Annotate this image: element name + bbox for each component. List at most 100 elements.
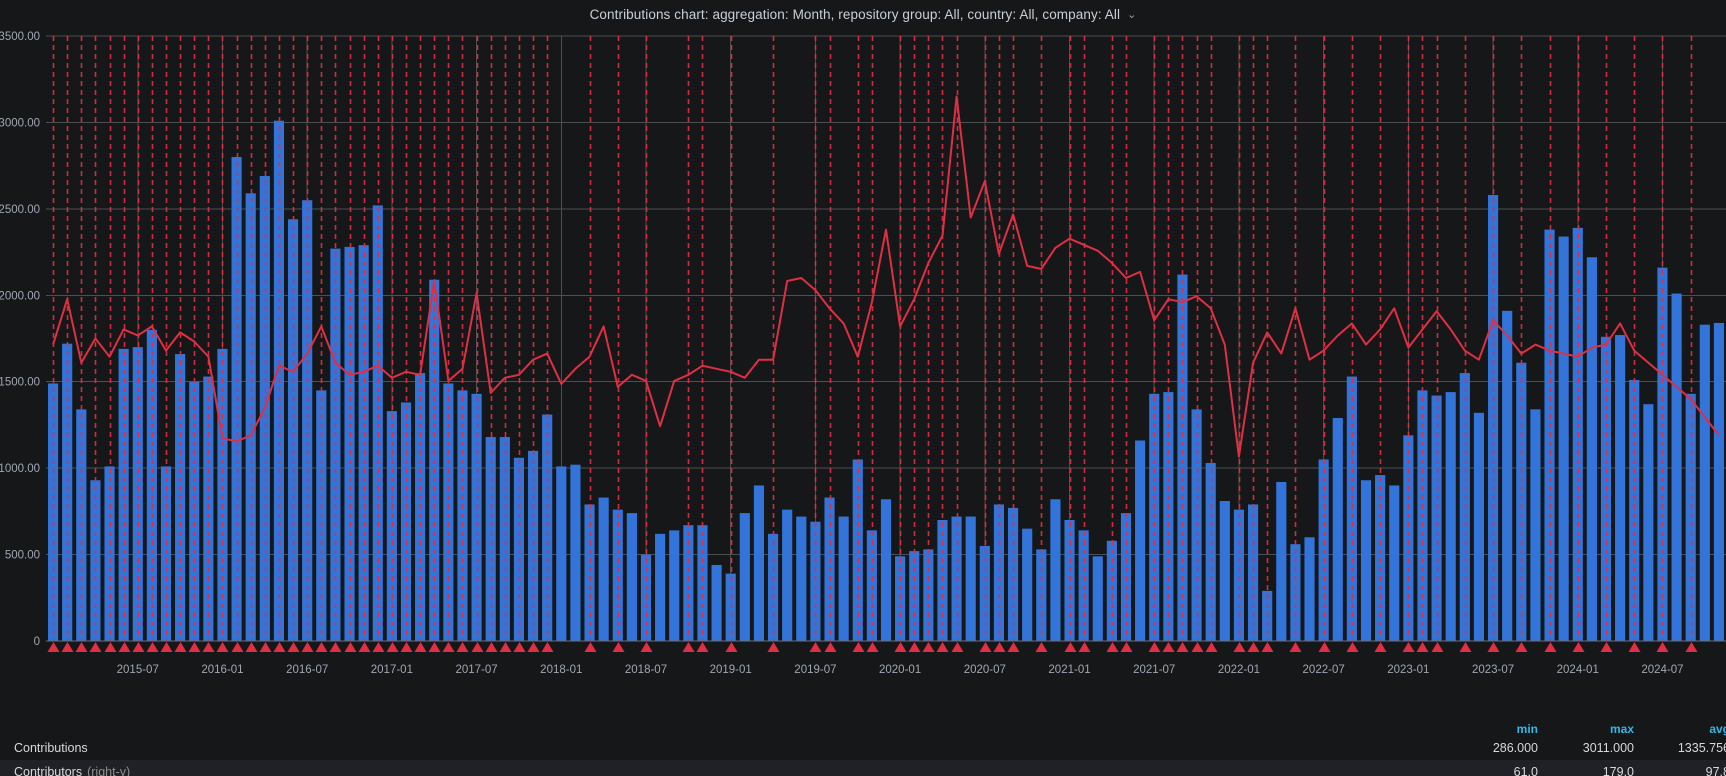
annotation-marker-icon[interactable] [301, 642, 314, 652]
bar[interactable] [1078, 530, 1089, 641]
annotation-marker-icon[interactable] [640, 642, 653, 652]
bar[interactable] [1219, 500, 1230, 641]
bar[interactable] [344, 246, 355, 641]
annotation-marker-icon[interactable] [358, 642, 371, 652]
bar[interactable] [443, 383, 454, 641]
bar[interactable] [1713, 322, 1725, 641]
bar[interactable] [1615, 335, 1626, 641]
annotation-marker-icon[interactable] [442, 642, 455, 652]
bar[interactable] [655, 533, 666, 641]
bar[interactable] [47, 383, 59, 641]
annotation-marker-icon[interactable] [979, 642, 992, 652]
bar[interactable] [104, 466, 115, 641]
bar[interactable] [1516, 362, 1527, 641]
annotation-marker-icon[interactable] [1078, 642, 1091, 652]
contributions-plot-svg[interactable]: 0 500.00 1000.00 1500.00 2000.00 2500.00 3000.… [0, 28, 1726, 718]
bar[interactable] [1191, 409, 1202, 641]
annotation-marker-icon[interactable] [386, 642, 399, 652]
annotation-marker-icon[interactable] [1261, 642, 1274, 652]
annotation-marker-icon[interactable] [1600, 642, 1613, 652]
annotation-marker-icon[interactable] [1035, 642, 1048, 652]
bar[interactable] [287, 219, 299, 641]
bar[interactable] [1431, 395, 1442, 641]
annotation-marker-icon[interactable] [287, 642, 300, 652]
bar[interactable] [1445, 392, 1456, 641]
bar[interactable] [499, 437, 510, 641]
bar[interactable] [1064, 520, 1075, 641]
annotation-marker-icon[interactable] [527, 642, 540, 652]
bar[interactable] [189, 381, 200, 641]
bar[interactable] [1473, 412, 1485, 641]
annotation-marker-icon[interactable] [1346, 642, 1359, 652]
bar[interactable] [1106, 540, 1117, 641]
annotation-marker-icon[interactable] [456, 642, 469, 652]
annotation-marker-icon[interactable] [852, 642, 865, 652]
bar[interactable] [1403, 435, 1414, 641]
annotation-marker-icon[interactable] [1402, 642, 1415, 652]
annotation-marker-icon[interactable] [400, 642, 413, 652]
annotation-marker-icon[interactable] [428, 642, 441, 652]
annotation-marker-icon[interactable] [1176, 642, 1189, 652]
bar[interactable] [584, 504, 595, 641]
annotation-marker-icon[interactable] [584, 642, 597, 652]
bar[interactable] [118, 348, 129, 641]
annotation-marker-icon[interactable] [1064, 642, 1077, 652]
bar[interactable] [132, 347, 143, 641]
bar[interactable] [527, 450, 539, 641]
annotation-marker-icon[interactable] [372, 642, 385, 652]
bar[interactable] [796, 516, 807, 641]
annotation-marker-icon[interactable] [1318, 642, 1331, 652]
annotation-marker-icon[interactable] [245, 642, 258, 652]
annotation-marker-icon[interactable] [329, 642, 342, 652]
annotation-marker-icon[interactable] [1374, 642, 1387, 652]
annotation-marker-icon[interactable] [1247, 642, 1260, 652]
annotation-marker-icon[interactable] [414, 642, 427, 652]
bar[interactable] [810, 521, 821, 641]
bar[interactable] [1022, 528, 1033, 641]
bar[interactable] [1389, 485, 1400, 641]
bar[interactable] [400, 402, 412, 641]
legend-col-min[interactable]: min [1516, 722, 1538, 736]
bar[interactable] [1530, 409, 1541, 641]
annotation-marker-icon[interactable] [118, 642, 131, 652]
bar[interactable] [1318, 459, 1329, 642]
annotation-marker-icon[interactable] [202, 642, 215, 652]
annotation-marker-icon[interactable] [725, 642, 738, 652]
legend-series-label[interactable]: Contributions [14, 741, 88, 755]
bar[interactable] [1643, 404, 1654, 641]
annotation-marker-icon[interactable] [866, 642, 879, 652]
annotation-marker-icon[interactable] [1628, 642, 1641, 652]
bar[interactable] [697, 525, 708, 641]
annotation-marker-icon[interactable] [824, 642, 837, 652]
legend-series-label[interactable]: Contributors [14, 765, 83, 776]
bar[interactable] [711, 564, 722, 641]
bar[interactable] [782, 509, 793, 641]
annotation-marker-icon[interactable] [993, 642, 1006, 652]
annotation-marker-icon[interactable] [75, 642, 88, 652]
annotation-marker-icon[interactable] [696, 642, 709, 652]
annotation-marker-icon[interactable] [767, 642, 780, 652]
annotation-marker-icon[interactable] [513, 642, 526, 652]
bar[interactable] [1671, 293, 1682, 641]
bar[interactable] [471, 393, 482, 641]
annotation-marker-icon[interactable] [951, 642, 964, 652]
chart-plot-area[interactable]: 0 500.00 1000.00 1500.00 2000.00 2500.00 3000.… [0, 28, 1726, 718]
bar[interactable] [231, 157, 242, 641]
annotation-marker-icon[interactable] [1148, 642, 1161, 652]
annotation-marker-icon[interactable] [1289, 642, 1302, 652]
legend-row-contributors[interactable]: Contributors (right-y) 61.0 179.0 97.8 [0, 760, 1726, 776]
panel-title-bar[interactable]: Contributions chart: aggregation: Month,… [590, 7, 1137, 22]
bar[interactable] [1360, 480, 1372, 641]
bar[interactable] [824, 497, 835, 641]
annotation-marker-icon[interactable] [174, 642, 187, 652]
annotation-marker-icon[interactable] [541, 642, 554, 652]
bar[interactable] [1502, 310, 1513, 641]
annotation-marker-icon[interactable] [1120, 642, 1133, 652]
bar[interactable] [556, 466, 567, 641]
bar[interactable] [1135, 440, 1146, 641]
annotation-marker-icon[interactable] [1007, 642, 1020, 652]
bar[interactable] [1007, 507, 1019, 641]
bar[interactable] [880, 499, 892, 641]
bar[interactable] [485, 437, 496, 641]
bar[interactable] [62, 343, 73, 641]
